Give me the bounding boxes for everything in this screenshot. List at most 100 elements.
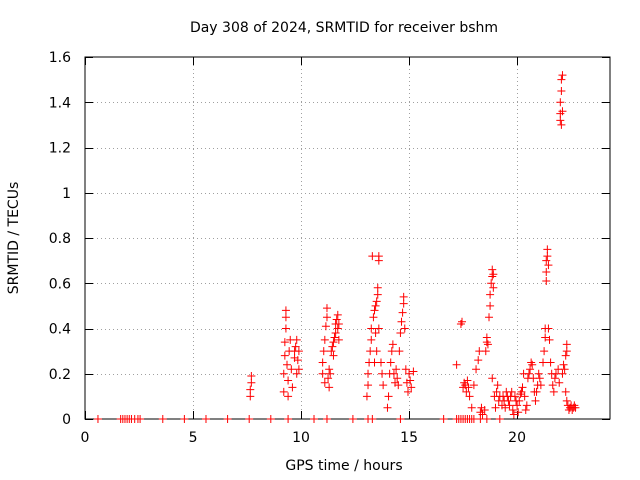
data-point: [284, 392, 293, 401]
x-tick-label: 20: [508, 430, 526, 446]
data-point: [287, 365, 296, 374]
data-point: [546, 358, 555, 367]
x-tick-label: 15: [400, 430, 418, 446]
data-point: [535, 374, 544, 383]
data-point: [557, 86, 566, 95]
data-point: [392, 365, 401, 374]
data-point: [367, 335, 376, 344]
data-point: [528, 360, 537, 369]
data-point: [388, 340, 397, 349]
data-point: [399, 292, 408, 301]
data-point: [527, 358, 536, 367]
data-point: [246, 385, 255, 394]
data-point: [322, 313, 331, 322]
data-point: [542, 276, 551, 285]
y-tick-label: 0.2: [49, 367, 71, 383]
data-point: [522, 401, 531, 410]
y-tick-label: 0.6: [49, 276, 71, 292]
data-point: [284, 376, 293, 385]
data-point: [247, 372, 256, 381]
data-point: [334, 319, 343, 328]
data-point: [403, 387, 412, 396]
data-point: [559, 360, 568, 369]
data-point: [373, 283, 382, 292]
data-point: [334, 335, 343, 344]
data-point: [478, 410, 487, 419]
data-point: [324, 374, 333, 383]
data-point: [542, 256, 551, 265]
data-point: [379, 381, 388, 390]
data-point: [549, 387, 558, 396]
data-point: [562, 340, 571, 349]
data-point: [371, 301, 380, 310]
data-point: [493, 381, 502, 390]
data-point: [284, 415, 293, 423]
data-point: [395, 347, 404, 356]
data-point: [505, 401, 514, 410]
y-tick-labels: 0 0.2 0.4 0.6 0.8 1 1.2 1.4 1.6: [49, 50, 71, 428]
data-point: [482, 415, 491, 423]
data-point: [367, 324, 376, 333]
data-point: [373, 290, 382, 299]
data-point: [389, 369, 398, 378]
data-point: [247, 378, 256, 387]
data-point: [485, 313, 494, 322]
data-point: [480, 405, 489, 414]
data-point: [396, 329, 405, 338]
data-point: [481, 347, 490, 356]
data-point: [491, 403, 500, 412]
data-point: [571, 403, 580, 412]
data-point: [280, 338, 289, 347]
data-point: [463, 376, 472, 385]
data-point: [492, 387, 501, 396]
y-axis-label: SRMTID / TECUs: [6, 182, 22, 295]
data-point: [362, 392, 371, 401]
data-point: [474, 356, 483, 365]
data-point: [518, 383, 527, 392]
data-point: [318, 369, 327, 378]
y-tick-label: 0.4: [49, 322, 71, 338]
data-point: [486, 301, 495, 310]
data-point: [294, 347, 303, 356]
data-point: [332, 315, 341, 324]
data-point: [544, 261, 553, 270]
data-point: [310, 415, 319, 423]
data-point: [331, 329, 340, 338]
data-point: [541, 333, 550, 342]
data-point: [513, 401, 522, 410]
data-point: [398, 308, 407, 317]
data-point: [536, 381, 545, 390]
data-point: [550, 374, 559, 383]
data-point: [495, 415, 504, 423]
data-point: [472, 365, 481, 374]
data-point: [371, 329, 380, 338]
data-point: [245, 415, 254, 423]
data-point: [561, 351, 570, 360]
data-point: [180, 415, 189, 423]
data-point: [291, 342, 300, 351]
data-point: [516, 390, 525, 399]
data-point: [452, 360, 461, 369]
grid-lines: [85, 57, 610, 419]
data-point: [487, 279, 496, 288]
data-point: [333, 324, 342, 333]
data-point: [372, 347, 381, 356]
data-point: [396, 415, 405, 423]
data-point: [321, 322, 330, 331]
data-point: [374, 324, 383, 333]
data-point: [288, 383, 297, 392]
data-point: [399, 299, 408, 308]
data-point: [544, 324, 553, 333]
data-point: [488, 374, 497, 383]
data-point: [556, 98, 565, 107]
data-point: [158, 415, 167, 423]
y-tick-label: 0: [62, 412, 71, 428]
data-point: [387, 347, 396, 356]
data-point: [545, 335, 554, 344]
data-point: [501, 403, 510, 412]
data-point: [93, 415, 102, 423]
data-point: [325, 365, 334, 374]
data-point: [281, 306, 290, 315]
data-point: [333, 310, 342, 319]
data-point: [465, 392, 474, 401]
